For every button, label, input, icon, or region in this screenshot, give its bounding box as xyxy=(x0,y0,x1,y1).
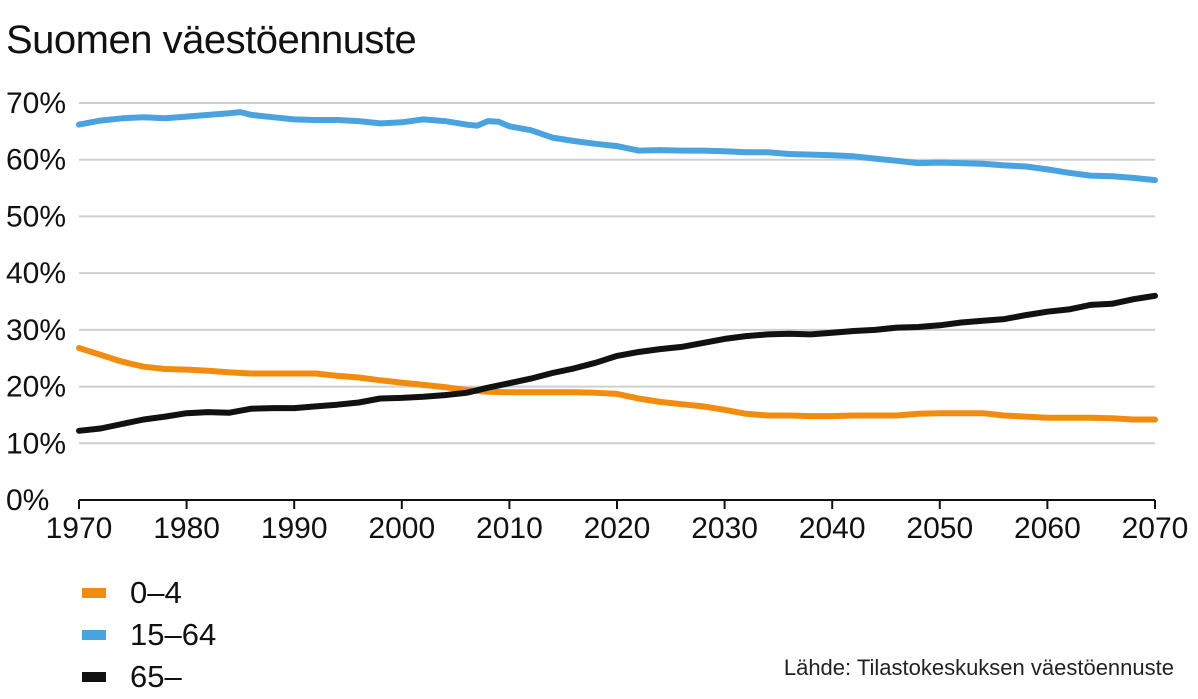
y-tick-label: 60% xyxy=(6,144,66,177)
legend-label-0-4: 0–4 xyxy=(130,575,182,610)
series-lines xyxy=(76,109,1158,434)
x-tick-label: 1970 xyxy=(46,512,113,545)
x-tick-label: 2010 xyxy=(476,512,543,545)
source-note: Lähde: Tilastokeskuksen väestöennuste xyxy=(783,655,1174,680)
y-tick-label: 70% xyxy=(6,87,66,120)
legend-item-0-4: 0–4 xyxy=(82,572,216,614)
legend-swatch-15-64 xyxy=(82,630,106,640)
x-tick-label: 2000 xyxy=(368,512,435,545)
x-tick-label: 2030 xyxy=(691,512,758,545)
legend-swatch-0-4 xyxy=(82,588,106,598)
x-tick-label: 2060 xyxy=(1014,512,1081,545)
legend-label-65-plus: 65– xyxy=(130,659,182,694)
y-tick-label: 0% xyxy=(6,484,49,517)
legend-swatch-65-plus xyxy=(82,672,106,682)
legend: 0–4 15–64 65– xyxy=(82,572,216,698)
series-line-15-64 xyxy=(76,109,1158,184)
y-tick-label: 20% xyxy=(6,371,66,404)
x-tick-label: 2050 xyxy=(906,512,973,545)
gridlines xyxy=(79,102,1155,445)
x-tick-label: 1990 xyxy=(261,512,328,545)
y-tick-label: 40% xyxy=(6,257,66,290)
x-tick-label: 2020 xyxy=(584,512,651,545)
chart-title: Suomen väestöennuste xyxy=(6,18,417,62)
y-axis-ticks: 0% 10% 20% 30% 40% 50% 60% 70% xyxy=(6,87,66,517)
series-line-0-4 xyxy=(76,345,1158,423)
y-tick-label: 10% xyxy=(6,427,66,460)
legend-item-65-plus: 65– xyxy=(82,656,216,698)
x-tick-label: 2070 xyxy=(1122,512,1189,545)
series-line-65-plus xyxy=(76,292,1158,434)
y-tick-label: 30% xyxy=(6,314,66,347)
x-tick-label: 1980 xyxy=(153,512,220,545)
legend-item-15-64: 15–64 xyxy=(82,614,216,656)
legend-label-15-64: 15–64 xyxy=(130,617,217,652)
y-tick-label: 50% xyxy=(6,200,66,233)
x-axis-ticks: 1970 1980 1990 2000 2010 2020 2030 2040 2050 2060… xyxy=(46,500,1189,545)
x-tick-label: 2040 xyxy=(799,512,866,545)
